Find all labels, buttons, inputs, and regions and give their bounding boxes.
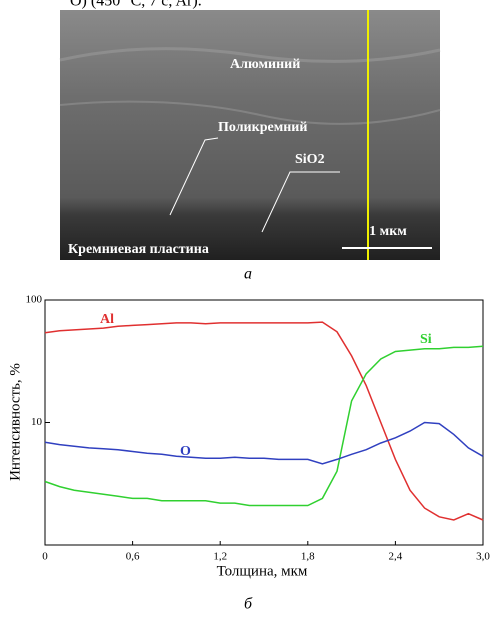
series-label: Al <box>100 312 114 327</box>
figure: O) (450 °C, 7 c, Ar). Алюминий Поликремн… <box>0 0 491 619</box>
series-line <box>45 346 483 505</box>
x-axis-label: Толщина, мкм <box>217 563 308 579</box>
header-text: O) (450 °C, 7 c, Ar). <box>70 0 202 10</box>
y-tick-label: 100 <box>26 294 43 306</box>
series-label: O <box>180 444 191 459</box>
series-line <box>45 423 483 464</box>
scale-label: 1 мкм <box>369 224 407 239</box>
y-tick-label: 10 <box>31 416 43 428</box>
x-tick-label: 3,0 <box>476 551 490 563</box>
x-tick-label: 0,6 <box>126 551 140 563</box>
page: {"header_text":"O) (450 °C, 7 c, Ar).", … <box>0 0 491 619</box>
label-wafer: Кремниевая пластина <box>68 242 209 257</box>
series-line <box>45 322 483 520</box>
x-tick-label: 2,4 <box>389 551 403 563</box>
label-al: Алюминий <box>230 57 300 72</box>
series-label: Si <box>420 332 432 347</box>
x-tick-label: 1,2 <box>213 551 227 563</box>
plot-frame <box>45 300 483 545</box>
caption-a: а <box>244 266 252 283</box>
x-tick-label: 1,8 <box>301 551 315 563</box>
label-poly: Поликремний <box>218 120 307 135</box>
y-axis-label: Интенсивность, % <box>7 363 23 481</box>
x-tick-label: 0 <box>42 551 48 563</box>
label-sio2: SiO2 <box>295 152 325 167</box>
caption-b: б <box>244 596 253 613</box>
